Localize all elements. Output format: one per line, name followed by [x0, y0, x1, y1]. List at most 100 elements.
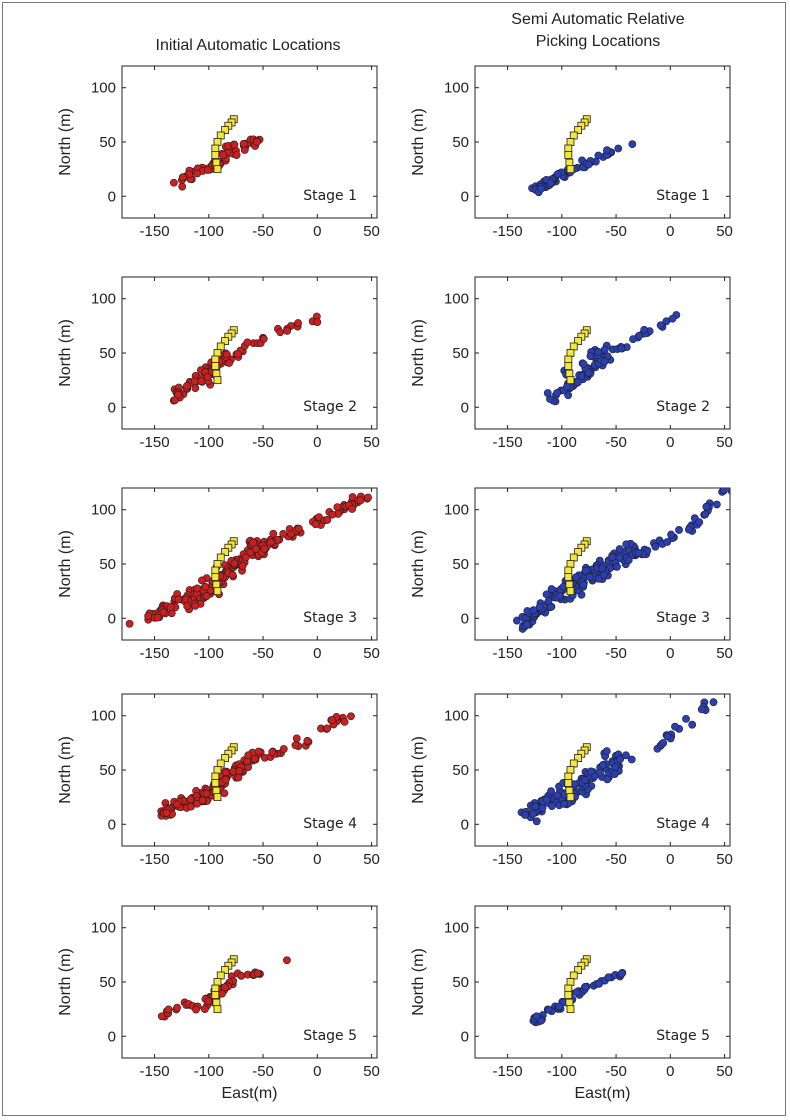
reference-square	[564, 991, 573, 999]
event-point	[283, 956, 291, 965]
event-point	[668, 314, 677, 323]
event-point	[613, 562, 621, 571]
x-tick-label: -150	[140, 1063, 170, 1080]
event-point	[202, 789, 211, 798]
y-tick-label: 0	[461, 1028, 469, 1045]
event-point	[656, 321, 665, 330]
event-point	[688, 720, 697, 729]
y-tick-label: 50	[452, 556, 469, 573]
x-tick-label: -150	[493, 851, 523, 868]
event-point	[598, 564, 606, 573]
event-point	[234, 773, 243, 782]
reference-square	[564, 772, 573, 781]
scatter-panel-10: -150 -100 -50 0 50 0 50 100 North (m) East(m) Stag…	[410, 905, 733, 1102]
event-point	[622, 540, 631, 549]
reference-square	[216, 553, 225, 562]
event-point	[572, 988, 581, 997]
event-point	[547, 585, 556, 593]
scatter-panel-1: -150 -100 -50 0 50 0 50 100 North (m) Stage 1	[57, 65, 380, 240]
x-tick-label: 50	[363, 434, 380, 451]
y-axis-label: North (m)	[57, 108, 74, 176]
reference-square	[216, 971, 225, 980]
scatter-panel-6: -150 -100 -50 0 50 0 50 100 North (m) Stage 3	[410, 487, 733, 662]
event-point	[627, 755, 636, 764]
event-point	[543, 389, 552, 397]
event-point	[291, 741, 300, 750]
reference-square	[566, 587, 575, 596]
reference-square	[565, 580, 574, 589]
event-point	[266, 538, 275, 547]
event-point	[228, 570, 237, 579]
event-point	[222, 350, 231, 359]
event-point	[269, 529, 278, 538]
reference-square	[212, 998, 221, 1007]
y-axis-label: North (m)	[57, 319, 74, 387]
y-axis-label: North (m)	[57, 530, 74, 598]
reference-square	[564, 779, 573, 787]
event-point	[191, 384, 200, 392]
event-point	[183, 602, 192, 611]
event-point	[682, 715, 690, 723]
event-point	[529, 606, 538, 615]
event-point	[219, 151, 228, 159]
event-point	[622, 751, 630, 760]
reference-square	[565, 158, 574, 167]
y-tick-label: 0	[108, 188, 116, 205]
x-tick-label: 50	[716, 223, 733, 240]
y-tick-label: 0	[461, 816, 469, 833]
event-point	[202, 592, 211, 600]
x-tick-label: 50	[716, 434, 733, 451]
stage-label: Stage 1	[656, 188, 710, 204]
reference-square	[564, 573, 573, 581]
stage-label: Stage 3	[656, 610, 710, 626]
reference-square	[566, 1005, 575, 1014]
event-point	[198, 796, 207, 805]
event-point	[220, 789, 229, 798]
x-tick-label: -150	[140, 434, 170, 451]
event-point	[512, 616, 521, 625]
event-point	[259, 335, 268, 343]
event-point	[594, 151, 603, 160]
scatter-panel-4: -150 -100 -50 0 50 0 50 100 North (m) Stage 2	[410, 276, 733, 451]
event-point	[521, 811, 529, 819]
reference-square	[212, 786, 221, 795]
event-point	[580, 776, 589, 784]
event-point	[532, 817, 541, 826]
event-point	[238, 562, 247, 570]
event-point	[555, 591, 564, 600]
reference-square	[211, 984, 220, 993]
y-tick-label: 0	[108, 610, 116, 627]
event-point	[225, 359, 234, 367]
event-point	[239, 139, 248, 148]
event-point	[162, 808, 171, 817]
y-axis-label: North (m)	[410, 530, 427, 598]
x-tick-label: -50	[605, 1063, 627, 1080]
event-point	[251, 545, 260, 553]
event-point	[295, 524, 303, 533]
reference-square	[566, 349, 575, 357]
event-point	[548, 802, 556, 810]
event-point	[695, 518, 704, 527]
y-axis-label: North (m)	[57, 736, 74, 804]
event-point	[675, 526, 683, 534]
event-point	[624, 556, 633, 565]
x-tick-label: -150	[493, 223, 523, 240]
reference-square	[211, 566, 220, 575]
event-point	[204, 166, 212, 174]
event-point	[546, 179, 555, 188]
event-point	[719, 488, 728, 495]
stage-label: Stage 2	[656, 399, 710, 415]
event-point	[523, 620, 532, 629]
event-points	[529, 955, 627, 1027]
reference-square	[221, 337, 229, 345]
event-point	[253, 969, 262, 978]
reference-square	[574, 754, 582, 762]
event-point	[532, 1012, 541, 1021]
x-tick-label: 0	[313, 851, 321, 868]
event-point	[253, 137, 261, 146]
stage-label: Stage 2	[303, 399, 357, 415]
reference-square	[213, 165, 222, 174]
event-point	[587, 767, 595, 776]
x-tick-label: -100	[547, 1063, 577, 1080]
event-points	[125, 492, 372, 628]
